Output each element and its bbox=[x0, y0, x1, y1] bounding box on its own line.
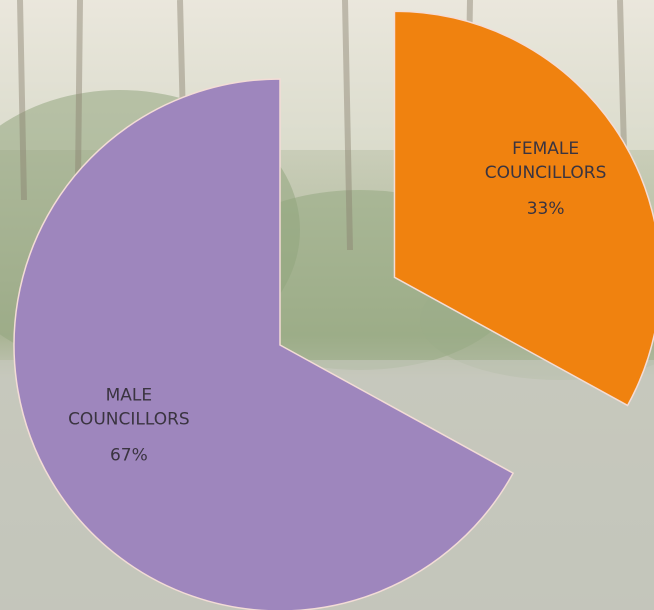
value-label: 33% bbox=[527, 199, 565, 219]
label-line: FEMALE bbox=[512, 139, 579, 159]
chart: FEMALE COUNCILLORS 33% MALE COUNCILLORS 67% bbox=[0, 0, 654, 610]
label-line: COUNCILLORS bbox=[485, 163, 607, 183]
page: FEMALECOUNCILLORS33%MALECOUNCILLORS67% (… bbox=[0, 0, 654, 610]
label-line: COUNCILLORS bbox=[68, 409, 190, 429]
label-line: MALE bbox=[106, 385, 153, 405]
value-label: 67% bbox=[110, 445, 148, 465]
